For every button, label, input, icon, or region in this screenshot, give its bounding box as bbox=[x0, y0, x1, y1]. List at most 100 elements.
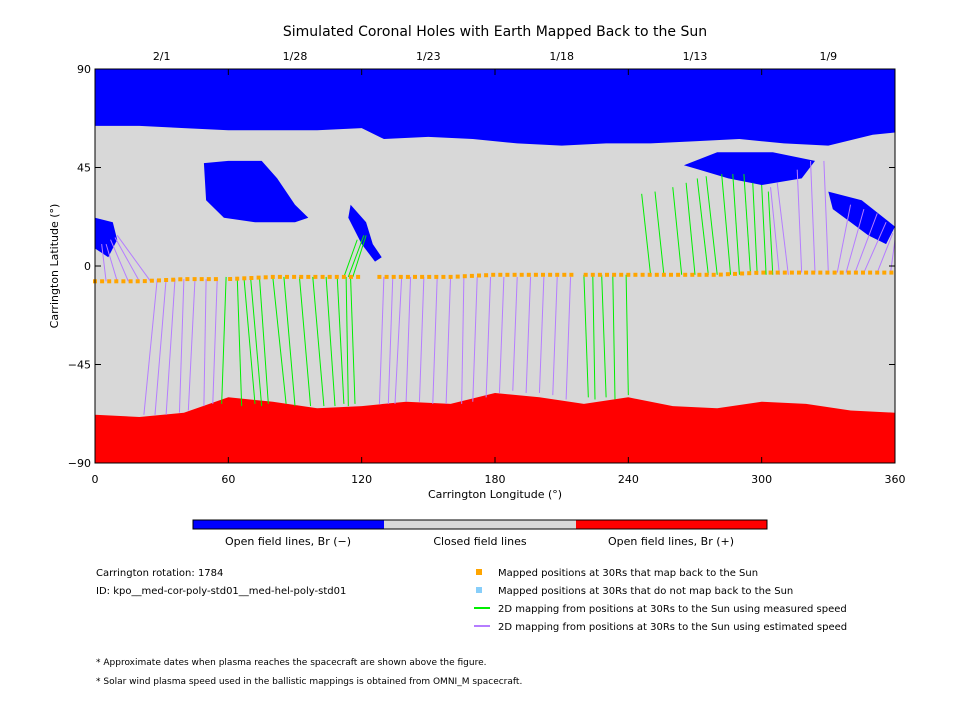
measured-speed-mapping-line bbox=[350, 276, 356, 404]
estimated-speed-mapping-line bbox=[394, 276, 403, 404]
mapped-position-point bbox=[597, 272, 602, 277]
mapped-position-point bbox=[733, 271, 737, 276]
legend-label-unmapped: Mapped positions at 30Rs that do not map… bbox=[498, 586, 793, 597]
mapped-position-point bbox=[420, 274, 425, 279]
colorbar-label-negative: Open field lines, Br (−) bbox=[225, 535, 351, 548]
measured-speed-mapping-line bbox=[685, 182, 696, 275]
mapped-position-point bbox=[533, 272, 538, 277]
mapped-position-point bbox=[206, 277, 211, 282]
colorbar-open-positive bbox=[576, 520, 767, 529]
mapped-position-point bbox=[619, 272, 624, 277]
mapped-position-point bbox=[249, 276, 254, 280]
estimated-speed-mapping-line bbox=[212, 279, 218, 404]
measured-speed-mapping-line bbox=[325, 276, 336, 407]
measured-speed-mapping-line bbox=[336, 276, 345, 404]
axis-ticks: 0 60 120 180 240 300 360 −90 −45 0 45 90 2/1 1/28 1/23… bbox=[68, 50, 906, 486]
mapped-position-point bbox=[157, 278, 161, 283]
measured-speed-mapping-line bbox=[743, 174, 752, 275]
mapped-position-point bbox=[349, 274, 353, 279]
measured-speed-mapping-line bbox=[641, 193, 652, 275]
mapped-position-point bbox=[213, 277, 218, 282]
measured-speed-mapping-line bbox=[312, 276, 325, 407]
x-tick-label: 300 bbox=[751, 473, 772, 486]
mapped-position-point bbox=[661, 272, 666, 277]
negative-coronal-hole bbox=[683, 152, 815, 185]
estimated-speed-mapping-line bbox=[418, 276, 425, 402]
top-date-label: 1/28 bbox=[283, 50, 308, 63]
mapped-position-point bbox=[356, 274, 361, 279]
mapped-position-point bbox=[405, 274, 410, 279]
mapped-position-point bbox=[491, 272, 496, 277]
measured-speed-mapping-line bbox=[352, 235, 367, 278]
measured-speed-mapping-line bbox=[343, 239, 358, 278]
north-polar-coronal-hole bbox=[95, 69, 895, 146]
legend-label-estimated: 2D mapping from positions at 30Rs to the… bbox=[498, 622, 847, 633]
mapped-position-point bbox=[299, 274, 304, 279]
mapped-position-point bbox=[306, 274, 311, 279]
y-tick-label: −45 bbox=[68, 359, 91, 372]
mapped-position-point bbox=[320, 274, 325, 279]
mapped-position-point bbox=[228, 277, 233, 281]
mapped-position-point bbox=[377, 274, 382, 279]
mapped-position-point bbox=[398, 274, 403, 279]
estimated-speed-mapping-line bbox=[538, 276, 545, 393]
mapped-position-point bbox=[583, 272, 588, 277]
mapped-position-point bbox=[455, 274, 460, 279]
colorbar: Open field lines, Br (−) Closed field li… bbox=[192, 519, 768, 548]
estimated-speed-mapping-line bbox=[836, 204, 852, 273]
mapped-position-point bbox=[327, 274, 332, 279]
south-polar-coronal-hole bbox=[95, 393, 895, 463]
mapped-position-point bbox=[612, 272, 617, 277]
x-tick-label: 180 bbox=[485, 473, 506, 486]
mapped-position-point bbox=[121, 279, 126, 284]
mapped-position-point bbox=[590, 272, 595, 277]
x-tick-label: 120 bbox=[351, 473, 372, 486]
estimated-speed-mapping-line bbox=[143, 279, 158, 415]
plot-area bbox=[93, 69, 896, 463]
y-tick-label: 90 bbox=[77, 63, 91, 76]
top-date-label: 1/23 bbox=[416, 50, 441, 63]
x-tick-label: 0 bbox=[92, 473, 99, 486]
x-tick-label: 240 bbox=[618, 473, 639, 486]
estimated-speed-mapping-line bbox=[776, 182, 789, 275]
mapped-position-point bbox=[341, 274, 346, 279]
footnote-speed-source: * Solar wind plasma speed used in the ba… bbox=[96, 677, 522, 687]
model-id-text: ID: kpo__med-cor-poly-std01__med-hel-pol… bbox=[96, 586, 346, 597]
mapped-position-point bbox=[427, 274, 432, 279]
mapped-position-point bbox=[128, 279, 133, 284]
y-tick-label: 0 bbox=[84, 260, 91, 273]
mapped-position-point bbox=[811, 270, 816, 275]
measured-speed-mapping-line bbox=[752, 182, 758, 275]
measured-speed-mapping-line bbox=[601, 274, 607, 398]
estimated-speed-mapping-line bbox=[432, 276, 438, 404]
mapped-position-point bbox=[846, 270, 851, 275]
mapped-position-point bbox=[740, 271, 745, 276]
estimated-speed-mapping-line bbox=[178, 279, 185, 413]
mapped-position-point bbox=[782, 270, 787, 275]
mapped-position-point bbox=[285, 274, 289, 279]
mapped-position-point bbox=[270, 274, 275, 279]
legend: Mapped positions at 30Rs that map back t… bbox=[474, 568, 847, 633]
mapped-position-point bbox=[839, 270, 844, 275]
measured-speed-mapping-line bbox=[592, 274, 596, 400]
measured-speed-mapping-line bbox=[732, 174, 740, 275]
mapped-position-point bbox=[107, 279, 112, 284]
mapped-position-point bbox=[171, 277, 176, 282]
mapped-position-point bbox=[334, 274, 339, 279]
mapped-position-point bbox=[114, 279, 119, 284]
negative-coronal-hole bbox=[348, 204, 382, 262]
measured-speed-mapping-line bbox=[250, 276, 263, 407]
mapped-position-point bbox=[548, 272, 553, 277]
mapped-position-point bbox=[697, 272, 702, 277]
estimated-speed-mapping-line bbox=[378, 276, 385, 404]
legend-marker-unmapped bbox=[476, 587, 482, 593]
mapped-position-point bbox=[477, 273, 481, 278]
mapped-position-point bbox=[413, 274, 417, 279]
mapped-position-point bbox=[512, 272, 517, 277]
top-date-label: 1/9 bbox=[819, 50, 837, 63]
measured-speed-mapping-line bbox=[767, 191, 774, 275]
estimated-speed-mapping-line bbox=[203, 279, 207, 407]
estimated-speed-mapping-line bbox=[165, 279, 176, 415]
estimated-speed-mapping-line bbox=[461, 276, 465, 404]
